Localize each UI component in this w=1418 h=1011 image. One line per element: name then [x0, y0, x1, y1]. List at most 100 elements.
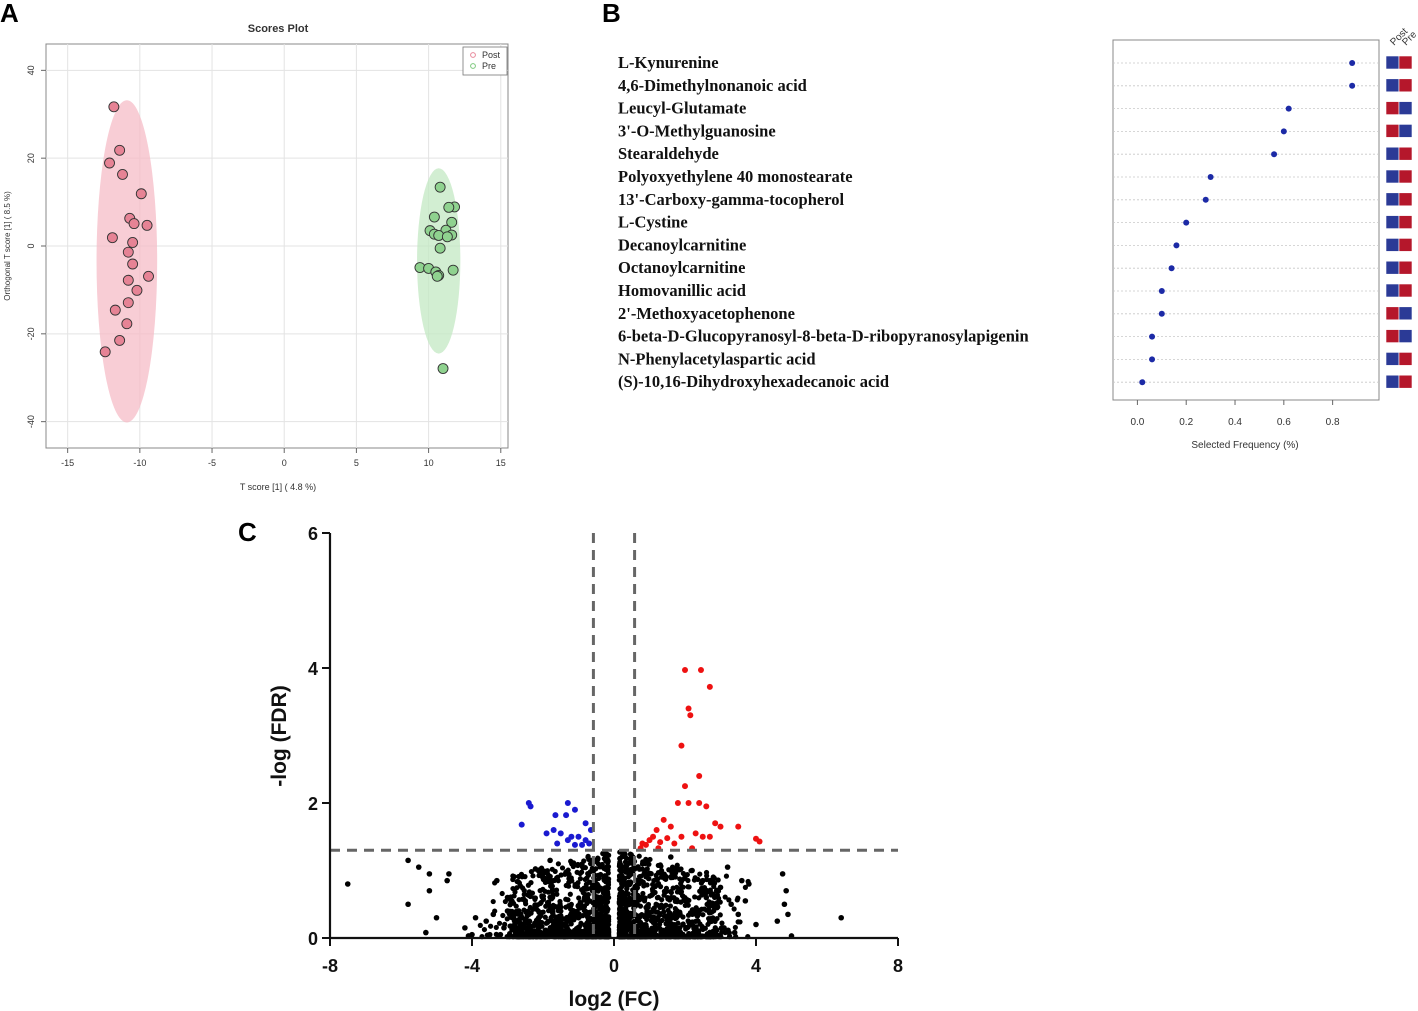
- scores-x-tick-label: 0: [282, 458, 287, 468]
- volcano-point-ns: [651, 877, 657, 884]
- volcano-point-ns: [601, 865, 607, 871]
- volcano-point-down: [564, 800, 571, 806]
- volcano-point-ns: [512, 889, 518, 895]
- metabolite-label: Decanoylcarnitine: [618, 235, 746, 254]
- volcano-point-ns: [547, 857, 553, 864]
- volcano-point-ns: [627, 879, 634, 885]
- volcano-point-ns: [405, 857, 411, 864]
- volcano-point-ns: [472, 914, 479, 921]
- heat-cell-post: [1385, 78, 1400, 93]
- frequency-point: [1349, 60, 1356, 66]
- volcano-point-ns: [555, 861, 561, 867]
- volcano-point-ns: [714, 915, 720, 922]
- scores-y-tick-label: -40: [26, 415, 36, 428]
- volcano-point-ns: [735, 919, 741, 925]
- volcano-point-ns: [522, 916, 528, 922]
- volcano-point-ns: [706, 899, 712, 905]
- scores-y-tick-label: 20: [26, 153, 36, 163]
- volcano-point-ns: [534, 927, 541, 933]
- point-pre: [437, 363, 449, 374]
- volcano-point-ns: [723, 873, 730, 879]
- volcano-x-tick-label: 0: [609, 956, 619, 976]
- point-pre: [447, 264, 459, 276]
- volcano-point-ns: [499, 890, 505, 897]
- volcano-point-ns: [616, 900, 622, 906]
- heat-cell-pre: [1398, 374, 1413, 389]
- frequency-x-tick-label: 0.8: [1326, 417, 1340, 428]
- volcano-point-ns: [651, 905, 657, 911]
- volcano-point-ns: [648, 871, 654, 877]
- volcano-point-ns: [526, 889, 532, 895]
- frequency-plot-xlabel: Selected Frequency (%): [1191, 440, 1298, 451]
- volcano-point-ns: [602, 851, 608, 858]
- volcano-point-ns: [619, 889, 625, 895]
- volcano-point-ns: [580, 890, 586, 896]
- heat-cell-pre: [1398, 124, 1413, 138]
- volcano-point-down: [563, 812, 570, 819]
- volcano-point-ns: [710, 928, 717, 935]
- volcano-point-ns: [564, 869, 570, 875]
- heat-cell-post: [1385, 192, 1400, 207]
- point-post: [106, 232, 118, 244]
- scores-y-tick-label: -20: [26, 327, 36, 340]
- metabolite-label: 13'-Carboxy-gamma-tocopherol: [618, 190, 844, 209]
- point-post: [127, 237, 139, 248]
- volcano-point-ns: [647, 856, 653, 863]
- volcano-point-ns: [677, 885, 684, 892]
- volcano-point-ns: [568, 921, 574, 927]
- volcano-point-ns: [576, 895, 582, 901]
- volcano-point-ns: [711, 875, 717, 881]
- heat-cell-pre: [1398, 260, 1413, 275]
- volcano-point-ns: [540, 871, 546, 877]
- heat-cell-pre: [1398, 146, 1413, 161]
- volcano-point-ns: [597, 901, 604, 907]
- volcano-point-ns: [636, 853, 642, 859]
- volcano-point-ns: [781, 901, 788, 908]
- heat-cell-post: [1385, 329, 1400, 343]
- volcano-point-up: [667, 823, 674, 830]
- volcano-point-ns: [728, 901, 734, 908]
- volcano-point-ns: [707, 877, 714, 883]
- frequency-point: [1349, 82, 1356, 89]
- volcano-point-ns: [577, 899, 583, 906]
- metabolite-label: Polyoxyethylene 40 monostearate: [618, 167, 853, 186]
- volcano-point-up: [697, 667, 704, 674]
- volcano-point-ns: [516, 897, 522, 903]
- volcano-point-ns: [522, 898, 529, 904]
- volcano-point-ns: [600, 928, 606, 934]
- volcano-point-ns: [500, 912, 506, 919]
- frequency-plot-ticks: 0.0 0.2 0.4 0.6 0.8: [1130, 400, 1340, 428]
- volcano-point-ns: [719, 929, 725, 936]
- volcano-point-ns: [621, 899, 627, 905]
- frequency-point: [1149, 333, 1156, 340]
- volcano-point-ns: [560, 921, 566, 927]
- volcano-point-up: [682, 667, 688, 674]
- volcano-point-up: [653, 827, 660, 833]
- scores-plot-ylabel: Orthogonal T score [1] ( 8.5 %): [3, 191, 12, 301]
- volcano-point-ns: [502, 898, 508, 905]
- volcano-point-ns: [678, 881, 684, 887]
- volcano-point-ns: [717, 884, 724, 891]
- volcano-point-ns: [602, 915, 608, 921]
- frequency-point: [1149, 356, 1156, 363]
- heat-cell-post: [1385, 374, 1400, 389]
- scores-x-tick-label: 10: [424, 458, 434, 468]
- metabolite-label: L-Kynurenine: [618, 53, 719, 72]
- volcano-point-ns: [622, 864, 628, 870]
- volcano-point-ns: [674, 889, 681, 895]
- volcano-point-ns: [555, 878, 561, 884]
- volcano-point-ns: [585, 897, 592, 903]
- volcano-point-ns: [742, 898, 749, 904]
- legend-box: [462, 46, 508, 76]
- volcano-point-ns: [685, 932, 692, 938]
- volcano-point-ns: [605, 882, 611, 888]
- volcano-point-ns: [685, 924, 691, 931]
- volcano-point-ns: [515, 911, 521, 917]
- volcano-point-ns: [553, 925, 559, 931]
- volcano-point-ns: [550, 918, 556, 924]
- volcano-point-ns: [655, 869, 661, 876]
- volcano-point-ns: [542, 914, 548, 920]
- volcano-point-ns: [572, 881, 578, 888]
- volcano-point-ns: [545, 908, 552, 914]
- point-pre: [443, 201, 455, 213]
